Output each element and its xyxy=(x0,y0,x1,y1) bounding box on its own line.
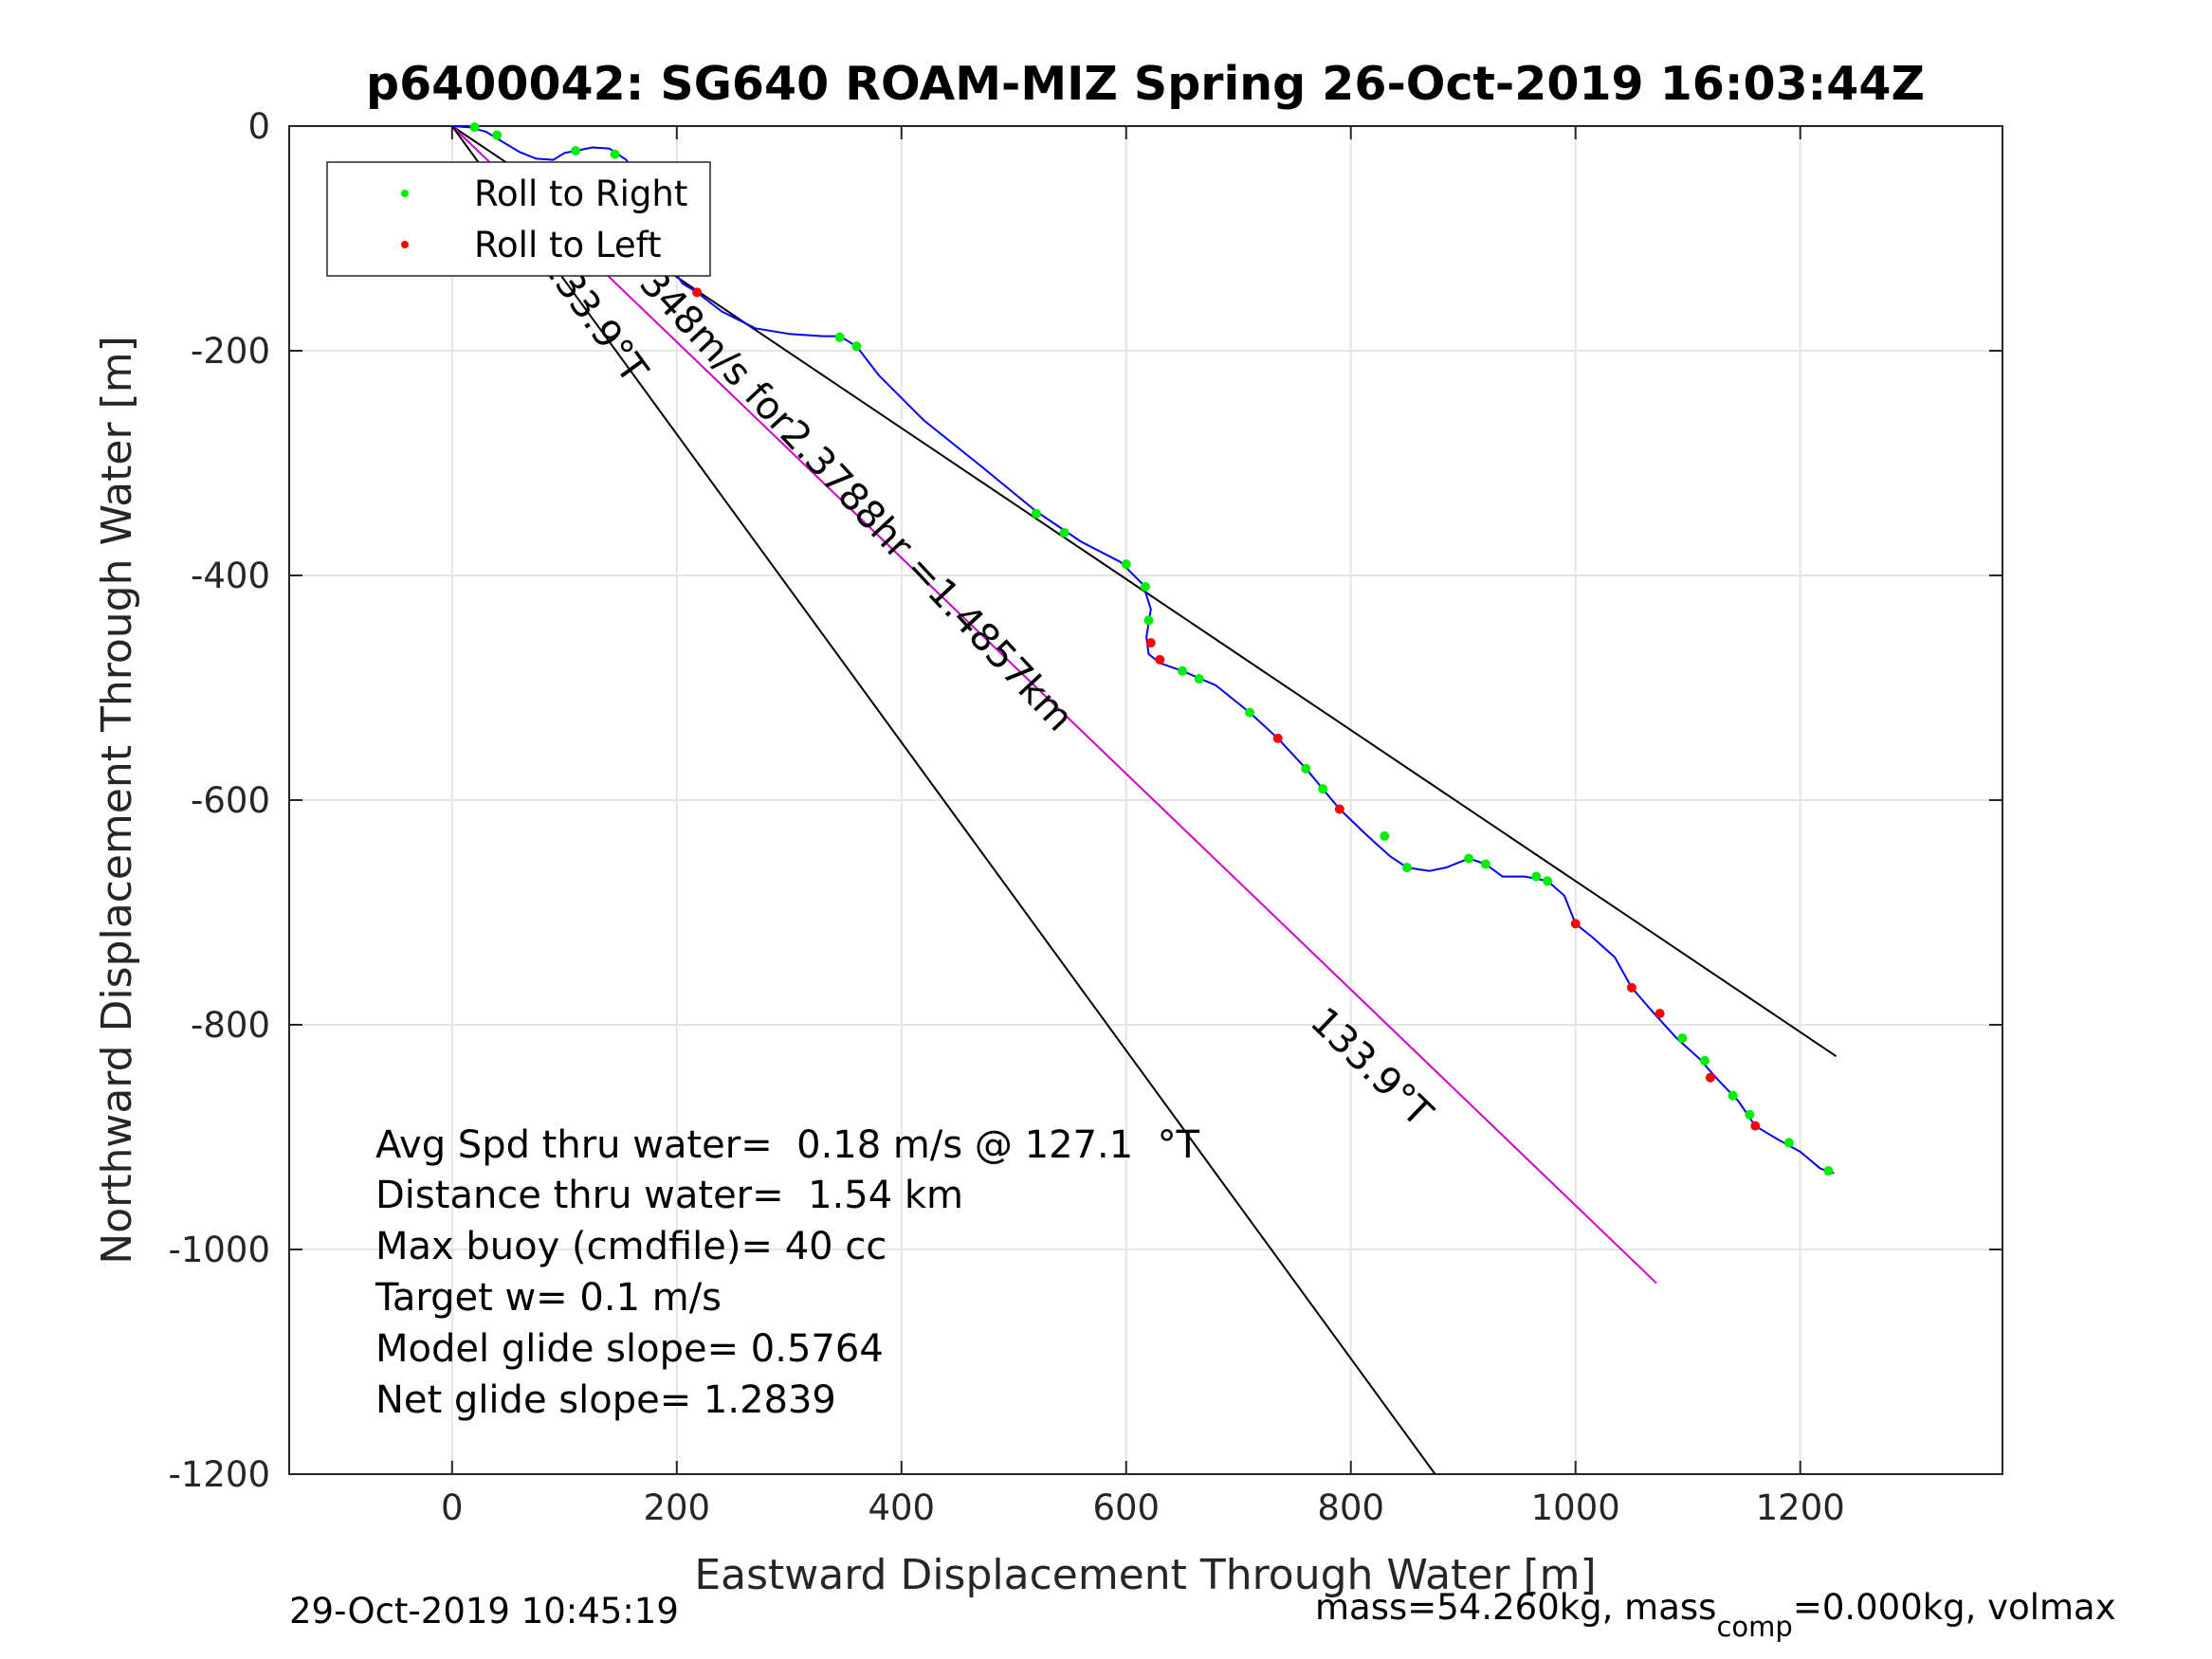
roll-right-marker xyxy=(1140,581,1150,592)
roll-left-marker xyxy=(1272,733,1283,743)
info-panel: Avg Spd thru water= 0.18 m/s @ 127.1 °T … xyxy=(375,1123,1200,1422)
roll-left-marker xyxy=(1155,654,1165,665)
info-line: Target w= 0.1 m/s xyxy=(375,1276,722,1320)
roll-left-marker xyxy=(1145,638,1156,648)
roll-right-marker xyxy=(1543,876,1553,886)
track-line xyxy=(451,125,1835,1175)
roll-left-marker xyxy=(1570,919,1581,929)
roll-right-marker xyxy=(1728,1090,1738,1101)
roll-right-marker xyxy=(610,149,620,159)
y-tick-label: -600 xyxy=(191,780,270,821)
roll-right-marker xyxy=(1783,1138,1794,1148)
x-tick-label: 0 xyxy=(441,1487,464,1528)
heading-label-lower: 133.9°T xyxy=(1302,999,1441,1136)
legend-box xyxy=(326,161,711,277)
info-line: Net glide slope= 1.2839 xyxy=(375,1378,836,1422)
roll-right-marker xyxy=(469,122,480,133)
x-tick-label: 600 xyxy=(1092,1487,1160,1528)
footer-mass-prefix: mass=54.260kg, mass xyxy=(1315,1587,1716,1628)
track xyxy=(451,125,1835,1175)
roll-left-marker xyxy=(1334,804,1344,814)
legend-label-right: Roll to Right xyxy=(474,173,687,214)
info-line: Avg Spd thru water= 0.18 m/s @ 127.1 °T xyxy=(375,1123,1200,1167)
roll-right-marker xyxy=(1301,763,1311,774)
roll-left-marker xyxy=(692,287,703,298)
info-line: Model glide slope= 0.5764 xyxy=(375,1327,884,1371)
info-line: Max buoy (cmdfile)= 40 cc xyxy=(375,1225,887,1268)
roll-left-marker xyxy=(1626,982,1636,993)
roll-right-marker xyxy=(571,146,581,156)
roll-right-marker xyxy=(1464,853,1474,864)
y-tick-label: 0 xyxy=(247,106,270,147)
roll-right-marker xyxy=(1699,1055,1709,1066)
info-line: Distance thru water= 1.54 km xyxy=(375,1174,963,1217)
roll-right-marker xyxy=(492,130,503,140)
x-tick-label: 200 xyxy=(643,1487,710,1528)
legend-label-left: Roll to Left xyxy=(474,225,662,265)
y-tick-label: -800 xyxy=(191,1005,270,1046)
roll-right-marker xyxy=(1480,859,1490,869)
roll-right-marker xyxy=(1677,1033,1688,1044)
roll-right-marker xyxy=(1823,1166,1834,1176)
roll-right-marker xyxy=(1194,674,1204,684)
reference-line xyxy=(451,125,1436,1475)
roll-right-marker xyxy=(1380,830,1390,841)
chart-title: p6400042: SG640 ROAM-MIZ Spring 26-Oct-2… xyxy=(366,57,1925,111)
roll-right-marker xyxy=(834,332,845,342)
roll-left-markers xyxy=(692,287,1761,1131)
footer-timestamp: 29-Oct-2019 10:45:19 xyxy=(289,1591,679,1632)
grid xyxy=(289,125,2002,1475)
roll-right-marker xyxy=(1745,1109,1755,1120)
roll-left-marker xyxy=(1654,1009,1665,1019)
roll-right-marker xyxy=(1143,615,1154,626)
x-axis-label: Eastward Displacement Through Water [m] xyxy=(694,1551,1596,1599)
roll-right-marker xyxy=(1031,508,1041,519)
footer-mass-suffix: =0.000kg, volmax xyxy=(1793,1587,2116,1628)
x-tick-label: 800 xyxy=(1317,1487,1384,1528)
roll-right-marker xyxy=(1178,665,1188,676)
roll-left-marker xyxy=(1750,1121,1761,1131)
footer-mass: mass=54.260kg, masscomp=0.000kg, volmax xyxy=(1315,1587,2116,1643)
roll-right-marker xyxy=(1245,707,1255,718)
footer-mass-sub: comp xyxy=(1716,1611,1792,1643)
y-tick-label: -1000 xyxy=(168,1230,270,1270)
legend: Roll to Right Roll to Left xyxy=(326,161,711,277)
roll-left-marker xyxy=(1705,1072,1715,1083)
roll-right-marker xyxy=(1318,784,1328,794)
legend-marker-right xyxy=(401,190,409,197)
roll-right-marker xyxy=(1121,559,1131,570)
roll-right-marker xyxy=(1531,871,1542,882)
reference-line xyxy=(451,125,1657,1285)
roll-right-marker xyxy=(1059,527,1069,538)
x-tick-label: 1200 xyxy=(1756,1487,1845,1528)
roll-right-marker xyxy=(1401,863,1412,873)
y-axis-label: Northward Displacement Through Water [m] xyxy=(93,336,141,1264)
x-tick-label: 400 xyxy=(868,1487,935,1528)
y-tick-label: -1200 xyxy=(168,1454,270,1495)
x-tick-label: 1000 xyxy=(1531,1487,1620,1528)
y-tick-label: -200 xyxy=(191,331,270,372)
roll-right-marker xyxy=(851,341,862,352)
heading-line-label: 0.17348m/s for2.3788hr =1.4857km xyxy=(574,199,1082,739)
legend-marker-left xyxy=(401,241,409,248)
axis-ticks: 0 200 400 600 800 1000 1200 0 -200 -400 -600 -800 -1… xyxy=(168,106,2002,1528)
y-tick-label: -400 xyxy=(191,556,270,596)
